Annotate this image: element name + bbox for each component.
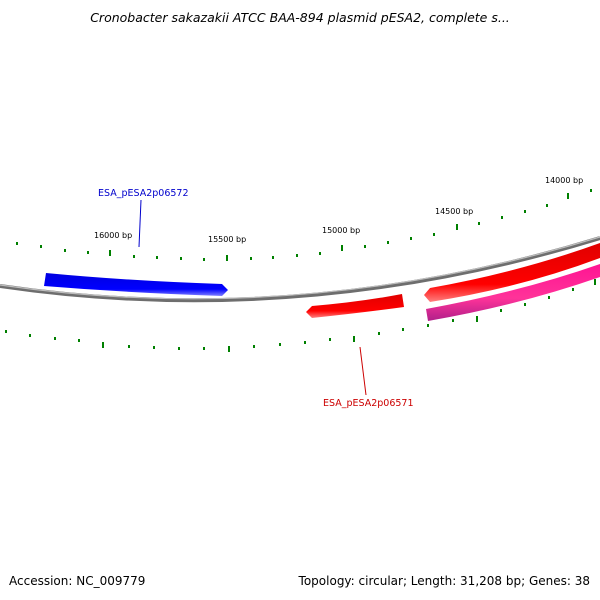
gene-arrow-esa-pesa2p06572[interactable] bbox=[44, 273, 228, 296]
map-title: Cronobacter sakazakii ATCC BAA-894 plasm… bbox=[90, 10, 510, 25]
gene-label-esa-pesa2p06571[interactable]: ESA_pESA2p06571 bbox=[323, 398, 414, 409]
gene-arrow-esa-pesa2p06571[interactable] bbox=[306, 294, 404, 318]
gene-arrow-right-pink[interactable] bbox=[426, 264, 600, 321]
tick-label-15500: 15500 bp bbox=[208, 235, 246, 244]
tick-label-16000: 16000 bp bbox=[94, 231, 132, 240]
plasmid-backbone-highlight bbox=[0, 236, 600, 300]
leader-line-esa-pesa2p06571 bbox=[359, 346, 367, 396]
gene-arrow-right-red[interactable] bbox=[424, 243, 600, 302]
accession-text: Accession: NC_009779 bbox=[9, 574, 146, 588]
plasmid-backbone bbox=[0, 236, 600, 303]
summary-text: Topology: circular; Length: 31,208 bp; G… bbox=[298, 574, 590, 588]
tick-label-14000: 14000 bp bbox=[545, 176, 583, 185]
outer-tick-ring bbox=[16, 189, 592, 261]
tick-label-15000: 15000 bp bbox=[322, 226, 360, 235]
gene-label-esa-pesa2p06572[interactable]: ESA_pESA2p06572 bbox=[98, 188, 189, 199]
leader-line-esa-pesa2p06572 bbox=[138, 199, 142, 248]
inner-tick-ring bbox=[5, 279, 596, 352]
tick-label-14500: 14500 bp bbox=[435, 207, 473, 216]
